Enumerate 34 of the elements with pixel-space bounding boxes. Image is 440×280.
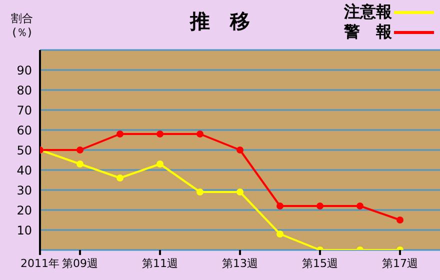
y-tick-label: 80: [16, 83, 32, 98]
x-tick-label: 第17週: [382, 257, 418, 270]
y-axis-title: 割合 (％): [11, 12, 33, 39]
point: [396, 216, 404, 224]
x-tick-label: 第11週: [142, 257, 178, 270]
point: [236, 188, 244, 196]
y-tick-label: 70: [16, 103, 32, 118]
y-tick-label: 50: [16, 143, 32, 158]
point: [156, 160, 164, 168]
y-tick-label: 30: [16, 183, 32, 198]
point: [196, 130, 204, 138]
y-tick-label: 40: [16, 163, 32, 178]
point: [196, 188, 204, 196]
point: [116, 130, 124, 138]
x-tick-label: 第13週: [222, 257, 258, 270]
y-tick-label: 90: [16, 63, 32, 78]
point: [236, 146, 244, 154]
legend-label: 警 報: [344, 22, 392, 42]
point: [156, 130, 164, 138]
y-tick-label: 10: [16, 223, 32, 238]
point: [276, 230, 284, 238]
point: [76, 146, 84, 154]
point: [116, 174, 124, 182]
point: [76, 160, 84, 168]
legend-label: 注意報: [344, 2, 392, 22]
chart-title: 推 移: [189, 9, 250, 33]
point: [356, 202, 364, 210]
y-tick-label: 60: [16, 123, 32, 138]
point: [316, 202, 324, 210]
x-tick-label: 第15週: [302, 257, 338, 270]
point: [276, 202, 284, 210]
x-tick-label: 2011年: [20, 257, 60, 270]
x-tick-label: 第09週: [62, 257, 98, 270]
y-tick-label: 20: [16, 203, 32, 218]
